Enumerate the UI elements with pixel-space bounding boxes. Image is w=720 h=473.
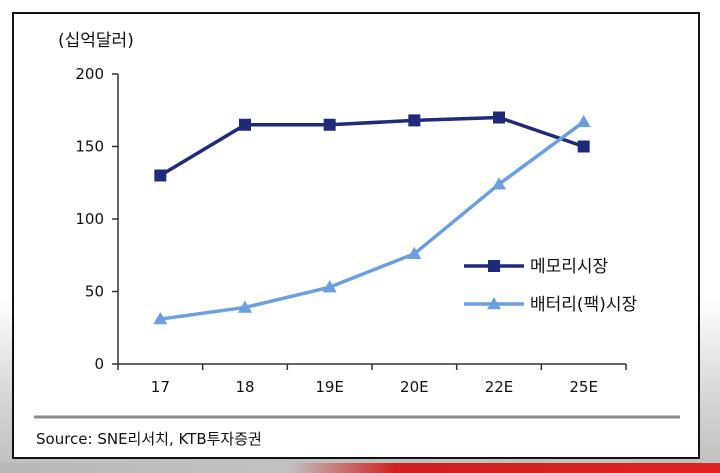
x-tick-label: 18 (235, 378, 254, 396)
line-chart: (십억달러) 0 50 100 150 200 17 18 19E 20E 22E 25E 메모리… (34, 31, 680, 448)
chart-frame: (십억달러) 0 50 100 150 200 17 18 19E 20E 22E 25E 메모리… (12, 12, 700, 459)
series-1 (154, 111, 590, 182)
series-line (159, 115, 585, 178)
y-tick-label: 100 (75, 210, 104, 228)
data-point (238, 300, 252, 313)
data-point (493, 111, 505, 124)
legend-label: 배터리(팩)시장 (530, 295, 637, 315)
data-point (576, 114, 591, 128)
x-tick-label: 22E (485, 378, 514, 396)
legend-marker (487, 297, 501, 310)
y-axis: 0 50 100 150 200 (75, 65, 119, 373)
series-layer (153, 111, 591, 325)
data-point (154, 169, 167, 182)
y-tick-label: 200 (75, 65, 104, 83)
y-unit-label: (십억달러) (58, 31, 134, 51)
data-point (322, 280, 337, 293)
series-2 (153, 114, 591, 325)
x-tick-label: 25E (569, 378, 598, 396)
data-point (153, 312, 168, 325)
x-tick-label: 19E (315, 378, 344, 396)
data-point (408, 114, 421, 127)
data-point (577, 140, 590, 153)
y-tick-label: 0 (94, 355, 104, 373)
legend-marker (488, 260, 500, 272)
y-tick-label: 50 (85, 283, 104, 301)
data-point (407, 246, 422, 260)
x-tick-label: 17 (151, 378, 170, 396)
data-point (492, 177, 506, 190)
bottom-progress-bar (0, 463, 720, 473)
data-point (323, 118, 336, 131)
x-tick-label: 20E (400, 378, 429, 396)
source-note: Source: SNE리서치, KTB투자증권 (36, 430, 262, 448)
x-axis: 17 18 19E 20E 22E 25E (117, 363, 627, 396)
y-tick-label: 150 (75, 138, 104, 156)
series-line (160, 120, 585, 321)
legend-label: 메모리시장 (530, 257, 609, 277)
data-point (239, 118, 251, 131)
